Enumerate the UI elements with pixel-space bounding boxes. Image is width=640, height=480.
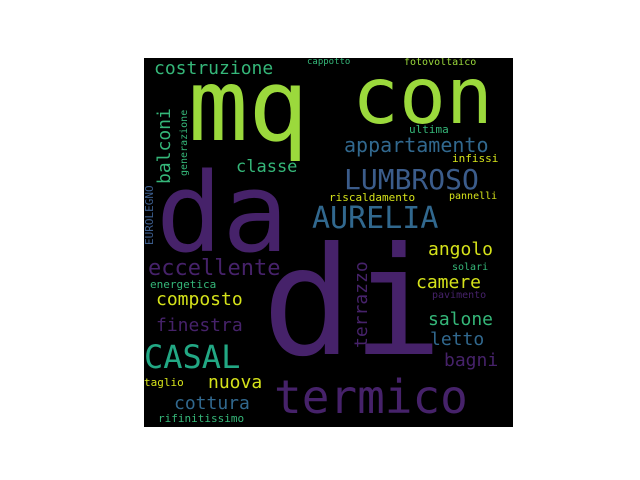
word-classe: classe [236,157,298,177]
word-pavimento: pavimento [432,290,487,301]
word-da: da [156,149,289,277]
word-casal: CASAL [144,338,241,376]
word-fotovoltaico: fotovoltaico [404,58,477,68]
word-salone: salone [428,309,494,330]
word-ultima: ultima [409,123,449,136]
word-camere: camere [416,272,482,293]
word-eccellente: eccellente [148,256,281,281]
word-termico: termico [274,370,468,424]
word-nuova: nuova [208,372,263,393]
word-infissi: infissi [452,152,499,165]
word-angolo: angolo [428,239,494,260]
word-aurelia: AURELIA [312,201,439,236]
word-costruzione: costruzione [154,58,274,79]
word-cottura: cottura [174,393,250,414]
word-energetica: energetica [150,278,217,291]
word-bagni: bagni [444,350,499,371]
word-cappotto: cappotto [307,58,351,67]
word-finestra: finestra [156,315,243,336]
word-balconi: balconi [154,108,175,184]
word-taglio: taglio [144,376,184,389]
word-generazione: generazione [179,109,190,176]
word-riscaldamento: riscaldamento [329,191,416,204]
word-eurolegno: EUROLEGNO [144,185,156,245]
word-lumbroso: LUMBROSO [344,163,479,196]
word-di: di [262,216,443,390]
word-letto: letto [430,329,485,350]
word-mq: mq [188,58,309,164]
word-pannelli: pannelli [449,191,498,202]
word-appartamento: appartamento [344,133,489,157]
word-con: con [352,58,493,142]
word-cloud: mq con da di termico LUMBROSO AURELIA CA… [144,58,513,427]
word-terrazzo: terrazzo [351,261,372,348]
word-rifinitissimo: rifinitissimo [158,412,245,425]
word-composto: composto [156,289,243,310]
word-solari: solari [452,262,489,273]
